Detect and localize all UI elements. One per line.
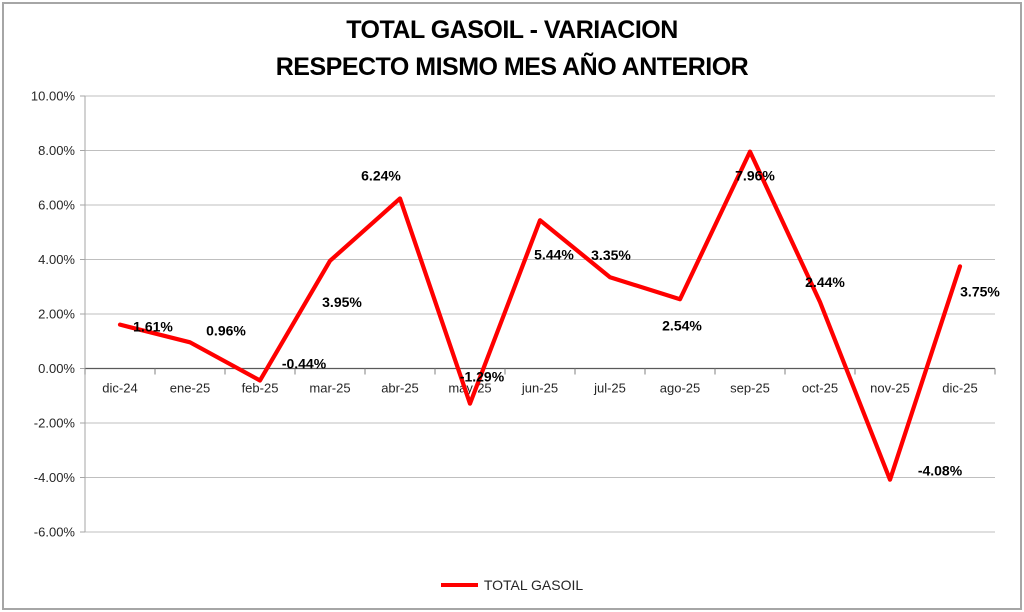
data-label: 5.44%: [534, 246, 574, 262]
data-label: -1.29%: [460, 369, 505, 385]
y-axis-tick-label: 2.00%: [38, 307, 75, 322]
x-axis-tick-label: sep-25: [730, 381, 770, 396]
x-axis-tick-label: feb-25: [242, 381, 279, 396]
data-label: 3.35%: [591, 247, 631, 263]
x-axis-tick-label: dic-25: [942, 381, 977, 396]
series-line-total-gasoil[interactable]: [117, 149, 963, 482]
y-axis-tick-label: 6.00%: [38, 198, 75, 213]
x-axis-tick-label: may-25: [448, 381, 491, 396]
data-label: 7.96%: [735, 168, 775, 184]
x-axis-tick-label: jul-25: [593, 381, 626, 396]
chart-title-line1: TOTAL GASOIL - VARIACION: [346, 16, 678, 44]
legend-line-swatch: [440, 583, 478, 587]
y-axis-tick-label: 4.00%: [38, 252, 75, 267]
x-axis-tick-label: oct-25: [802, 381, 838, 396]
chart-title: TOTAL GASOIL - VARIACION RESPECTO MISMO …: [0, 12, 1024, 86]
y-axis-tick-label: -4.00%: [34, 470, 76, 485]
x-axis-tick-label: nov-25: [870, 381, 910, 396]
x-axis-tick-label: abr-25: [381, 381, 419, 396]
data-label: 2.44%: [805, 274, 845, 290]
data-label: 2.54%: [662, 317, 702, 333]
y-axis-tick-label: -2.00%: [34, 416, 76, 431]
y-axis-tick-label: 0.00%: [38, 361, 75, 376]
data-label: 3.75%: [960, 283, 1000, 299]
y-axis-tick-label: 10.00%: [31, 89, 76, 104]
x-axis-tick-label: mar-25: [309, 381, 350, 396]
data-label: 0.96%: [206, 322, 246, 338]
x-axis-tick-label: ago-25: [660, 381, 700, 396]
x-axis-tick-label: ene-25: [170, 381, 210, 396]
y-axis-tick-label: 8.00%: [38, 143, 75, 158]
data-label: 3.95%: [322, 294, 362, 310]
data-label: -4.08%: [918, 463, 963, 479]
x-axis-tick-label: jun-25: [521, 381, 558, 396]
y-axis-tick-label: -6.00%: [34, 525, 76, 540]
x-axis-tick-label: dic-24: [102, 381, 137, 396]
chart-title-line2: RESPECTO MISMO MES AÑO ANTERIOR: [275, 53, 749, 81]
data-label: 6.24%: [361, 167, 401, 183]
data-label: -0.44%: [282, 355, 327, 371]
legend[interactable]: TOTAL GASOIL: [0, 576, 1024, 594]
data-label: 1.61%: [133, 319, 173, 335]
legend-label: TOTAL GASOIL: [483, 577, 584, 593]
